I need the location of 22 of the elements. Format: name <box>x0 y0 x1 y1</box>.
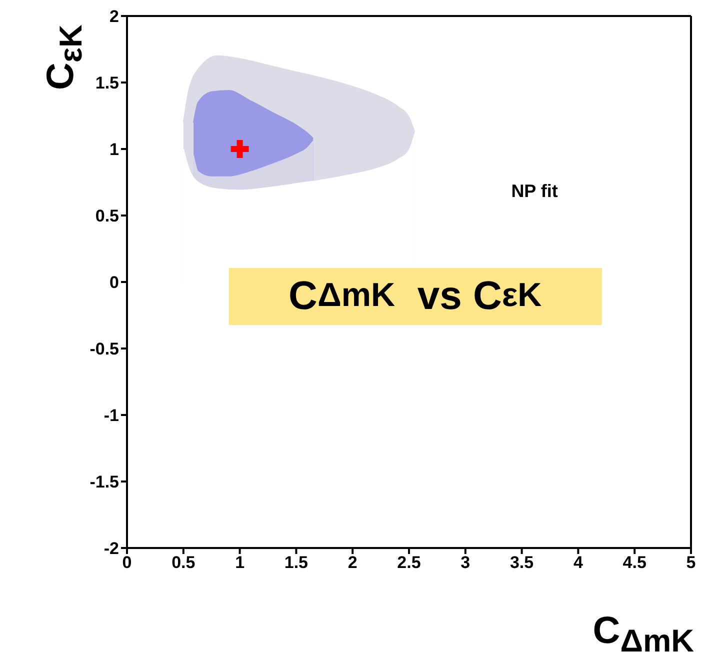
x-tick-label: 0 <box>122 553 132 572</box>
x-tick-label: 3 <box>460 553 470 572</box>
x-tick-label: 2 <box>348 553 358 572</box>
x-tick-label: 5 <box>686 553 696 572</box>
y-tick-label: -1 <box>104 406 119 426</box>
y-tick-label: 0 <box>110 273 119 292</box>
x-tick-label: 2.5 <box>397 553 421 572</box>
x-tick-label: 4 <box>573 553 584 572</box>
y-tick-label: 1.5 <box>95 74 119 93</box>
y-tick-label: -2 <box>104 539 119 558</box>
x-tick-label: 3.5 <box>510 553 534 572</box>
y-tick-label: 0.5 <box>95 206 119 226</box>
y-tick-label: -0.5 <box>90 340 119 359</box>
y-tick-label: 1 <box>110 140 119 160</box>
x-tick-label: 1.5 <box>284 553 308 572</box>
x-tick-label: 1 <box>235 553 245 572</box>
y-tick-label: 2 <box>110 7 119 26</box>
annotation: NP fit <box>511 181 558 202</box>
y-tick-label: -1.5 <box>90 472 119 492</box>
x-tick-label: 0.5 <box>172 553 196 572</box>
x-axis-title: C$_{ΔmK}$ <box>592 610 694 660</box>
x-tick-label: 4.5 <box>622 553 646 572</box>
